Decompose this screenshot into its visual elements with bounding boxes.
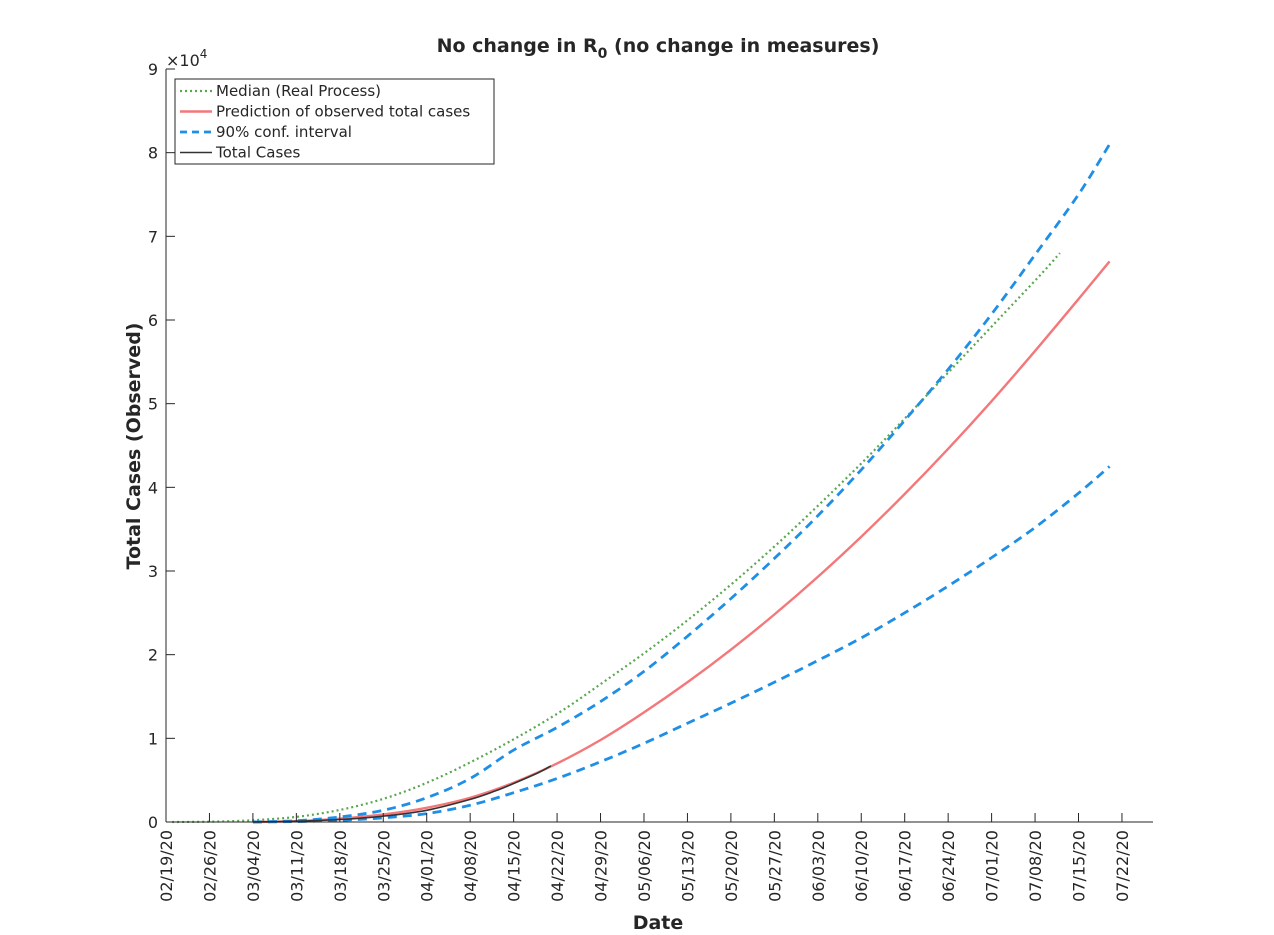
y-axis-exponent: ×104 xyxy=(166,47,207,70)
x-tick-label: 02/19/20 xyxy=(157,830,176,902)
x-tick-label: 06/17/20 xyxy=(896,830,915,902)
y-tick-label: 7 xyxy=(148,227,158,246)
x-tick-label: 05/20/20 xyxy=(722,830,741,902)
x-axis-label: Date xyxy=(633,912,684,934)
legend-entry: Prediction of observed total cases xyxy=(216,103,470,121)
x-tick-label: 03/11/20 xyxy=(287,830,306,902)
y-tick-label: 2 xyxy=(148,646,158,665)
x-tick-label: 05/06/20 xyxy=(635,830,654,902)
axes: 0 1 2 3 4 5 6 7 8 9 02/19/20 02/26/20 03/04/20 03/11/… xyxy=(148,60,1153,902)
y-tick-label: 1 xyxy=(148,729,158,748)
y-tick-label: 0 xyxy=(148,813,158,832)
x-tick-label: 07/01/20 xyxy=(983,830,1002,902)
x-tick-label: 03/25/20 xyxy=(374,830,393,902)
x-tick-label: 04/08/20 xyxy=(461,830,480,902)
y-tick-label: 3 xyxy=(148,562,158,581)
legend: Median (Real Process) Prediction of obser… xyxy=(174,78,495,165)
x-tick-label: 04/01/20 xyxy=(418,830,437,902)
x-tick-label: 04/15/20 xyxy=(505,830,524,902)
y-tick-label: 8 xyxy=(148,144,158,163)
x-tick-label: 07/15/20 xyxy=(1070,830,1089,902)
y-tick-label: 9 xyxy=(148,60,158,79)
x-tick-label: 03/04/20 xyxy=(244,830,263,902)
x-tick-label: 06/24/20 xyxy=(939,830,958,902)
y-tick-label: 6 xyxy=(148,311,158,330)
y-tick-label: 4 xyxy=(148,478,158,497)
series-line-1 xyxy=(252,260,1111,824)
x-tick-label: 07/22/20 xyxy=(1113,830,1132,902)
chart-title: No change in R0 (no change in measures) xyxy=(437,35,880,62)
y-tick-label: 5 xyxy=(148,395,158,414)
x-tick-label: 02/26/20 xyxy=(200,830,219,902)
series-line-2 xyxy=(252,143,1111,824)
x-tick-label: 03/18/20 xyxy=(331,830,350,902)
x-tick-label: 06/03/20 xyxy=(809,830,828,902)
legend-box xyxy=(174,78,495,165)
x-tick-label: 07/08/20 xyxy=(1026,830,1045,902)
x-tick-label: 05/27/20 xyxy=(765,830,784,902)
legend-entry: 90% conf. interval xyxy=(216,123,352,141)
series-line-4 xyxy=(252,765,552,823)
series-line-3 xyxy=(252,465,1111,824)
plot-area xyxy=(172,143,1111,824)
x-tick-label: 06/10/20 xyxy=(852,830,871,902)
legend-entry: Median (Real Process) xyxy=(216,82,381,100)
x-tick-label: 04/22/20 xyxy=(548,830,567,902)
legend-entry: Total Cases xyxy=(215,144,301,162)
y-axis-label: Total Cases (Observed) xyxy=(123,323,145,570)
x-tick-label: 05/13/20 xyxy=(678,830,697,902)
x-tick-label: 04/29/20 xyxy=(592,830,611,902)
